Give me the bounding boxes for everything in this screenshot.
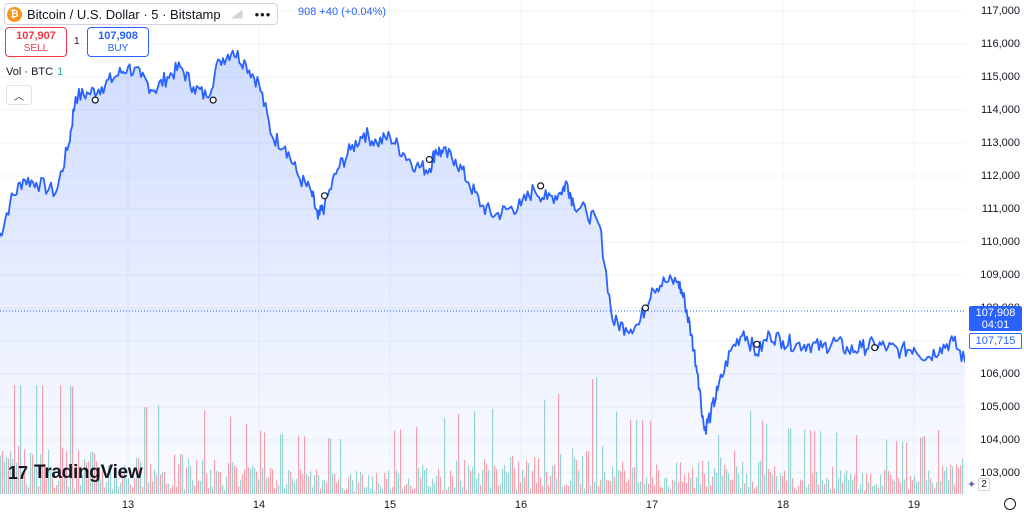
time-tick-label: 14 (252, 499, 266, 511)
price-tick-label: 110,000 (981, 236, 1020, 248)
price-tick-label: 114,000 (981, 104, 1020, 116)
price-line (0, 49, 965, 435)
sell-button[interactable]: 107,907 SELL (5, 27, 67, 57)
event-marker (753, 340, 761, 348)
alerts-badge[interactable]: ✦ 2 (967, 477, 990, 491)
event-marker (871, 344, 879, 352)
tradingview-logo[interactable]: 17 TradingView (8, 462, 143, 484)
chevron-up-icon: ︿ (14, 91, 24, 103)
spread-value: 1 (74, 36, 80, 47)
price-tick-label: 103,000 (980, 467, 1020, 479)
buy-price: 107,908 (98, 29, 138, 42)
price-change: 908 +40 (+0.04%) (298, 6, 387, 18)
time-tick-label: 19 (907, 499, 921, 511)
event-marker (425, 155, 433, 164)
time-tick-label: 16 (514, 499, 528, 511)
time-tick-label: 18 (776, 499, 790, 511)
price-tick-label: 106,000 (980, 368, 1020, 380)
bar-countdown: 04:01 (981, 318, 1010, 331)
sell-label: SELL (23, 42, 49, 54)
event-marker (91, 96, 99, 104)
symbol-title[interactable]: Bitcoin / U.S. Dollar · 5 · Bitstamp (27, 6, 221, 22)
price-tick-label: 109,000 (980, 269, 1020, 281)
price-tick-label: 115,000 (981, 71, 1020, 83)
symbol-legend[interactable]: ₿ Bitcoin / U.S. Dollar · 5 · Bitstamp •… (4, 3, 279, 25)
event-markers (91, 96, 879, 352)
event-marker (641, 304, 650, 312)
more-icon[interactable]: ••• (254, 6, 272, 22)
settings-gear-icon[interactable] (1004, 498, 1016, 510)
time-axis[interactable]: 13 14 15 16 17 18 19 (0, 494, 965, 518)
price-tick-label: 111,000 (981, 203, 1020, 215)
volume-label: Vol · BTC (6, 66, 54, 78)
time-tick-label: 15 (383, 499, 397, 511)
visibility-icon[interactable] (230, 9, 243, 19)
event-marker (209, 96, 217, 104)
collapse-legend-button[interactable]: ︿ (6, 85, 32, 105)
volume-legend[interactable]: Vol · BTC 1 (6, 66, 63, 78)
time-tick-label: 17 (645, 499, 659, 511)
alerts-count: 2 (978, 477, 990, 491)
sell-price: 107,907 (16, 29, 56, 42)
bitcoin-icon: ₿ (7, 6, 22, 22)
price-area (0, 50, 965, 494)
price-tick-label: 117,000 (981, 5, 1020, 17)
time-tick-label: 13 (121, 499, 135, 511)
price-axis[interactable]: 117,000 116,000 115,000 114,000 113,000 112,0… (965, 0, 1024, 494)
price-tick-label: 116,000 (981, 38, 1020, 50)
price-tick-label: 105,000 (980, 401, 1020, 413)
bid-price-label: 107,715 (969, 333, 1022, 349)
volume-value: 1 (57, 66, 64, 78)
event-marker (320, 192, 329, 200)
price-tick-label: 112,000 (981, 170, 1020, 182)
price-chart[interactable] (0, 0, 965, 494)
price-tick-label: 104,000 (980, 434, 1020, 446)
last-price-value: 107,908 (975, 306, 1016, 319)
sparkle-icon: ✦ (967, 478, 977, 491)
last-price-label: 107,908 04:01 (969, 306, 1022, 331)
buy-label: BUY (107, 42, 129, 54)
tradingview-mark-icon: 17 (8, 462, 29, 483)
event-marker (537, 182, 545, 190)
price-tick-label: 113,000 (981, 137, 1020, 149)
buy-button[interactable]: 107,908 BUY (87, 27, 149, 57)
tradingview-wordmark: TradingView (34, 462, 143, 483)
